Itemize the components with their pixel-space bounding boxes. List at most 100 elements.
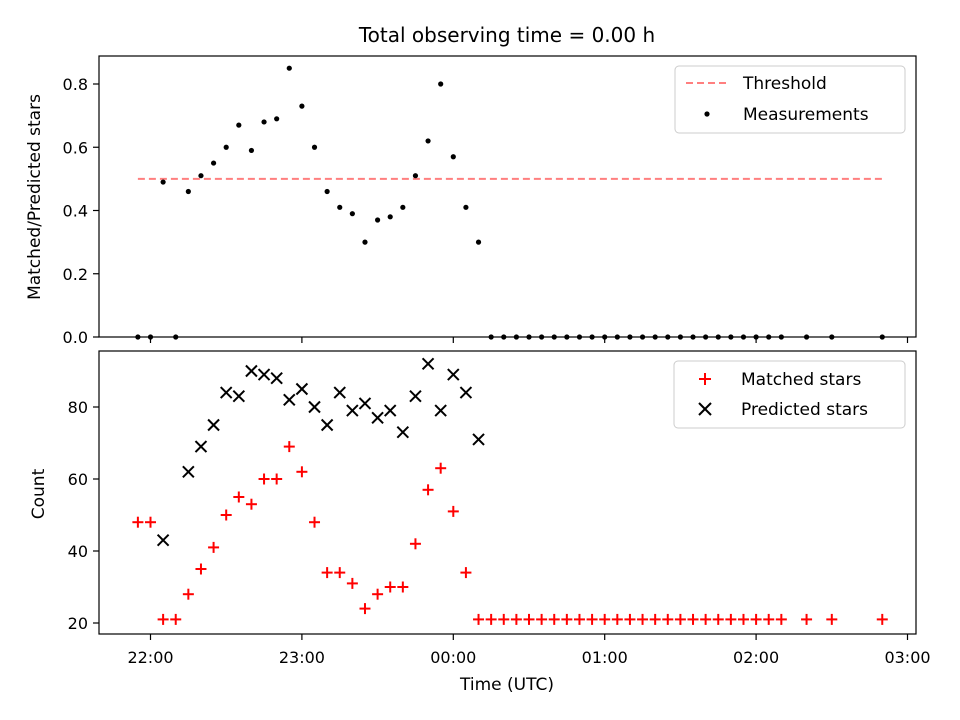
x-stroke — [447, 368, 460, 381]
predicted-star-point — [257, 368, 271, 381]
matched-star-point — [220, 509, 232, 521]
top-y-tick-label: 0.8 — [63, 75, 88, 94]
predicted-star-point — [156, 533, 170, 547]
x-stroke — [257, 368, 271, 381]
matched-star-point — [409, 538, 421, 550]
predicted-star-point — [270, 371, 283, 385]
measurement-point — [248, 147, 255, 154]
x-stroke — [421, 357, 435, 371]
predicted-star-point — [472, 433, 485, 446]
matched-star-point — [422, 484, 434, 496]
matched-star-point — [334, 567, 346, 579]
matched-star-point — [687, 613, 699, 625]
x-stroke — [156, 533, 170, 547]
matched-star-point — [737, 613, 749, 625]
x-stroke — [194, 440, 208, 453]
matched-star-point — [321, 567, 333, 579]
x-stroke — [245, 364, 258, 378]
top-y-axis-label: Matched/Predicted stars — [25, 94, 45, 300]
matched-star-point — [763, 613, 775, 625]
threshold-legend-label: Threshold — [742, 74, 827, 94]
top-legend: Threshold Measurements — [674, 65, 906, 134]
measurement-point — [450, 154, 456, 160]
matched-star-point — [775, 613, 787, 625]
measurement-point — [425, 138, 431, 144]
x-stroke — [270, 371, 283, 385]
predicted-stars-legend-label: Predicted stars — [741, 400, 868, 420]
measurement-point — [337, 204, 343, 210]
top-axis-ticks: 0.0 0.2 0.4 0.6 0.8 — [63, 75, 909, 347]
x-stroke — [396, 425, 410, 439]
measurements-legend-label: Measurements — [743, 105, 869, 125]
measurement-point — [223, 144, 229, 150]
matched-star-point — [208, 541, 220, 553]
bottom-plot-area — [132, 357, 888, 625]
measurement-point — [412, 173, 419, 179]
matched-star-point — [145, 516, 156, 528]
measurement-point — [236, 122, 242, 128]
x-stroke — [308, 400, 321, 414]
predicted-star-point — [219, 386, 233, 399]
predicted-star-point — [295, 382, 309, 396]
bottom-y-tick-label: 20 — [68, 614, 88, 633]
bottom-y-tick-label: 40 — [68, 542, 88, 561]
predicted-stars-legend-swatch — [698, 402, 712, 416]
predicted-star-point — [371, 411, 384, 425]
matched-star-point — [586, 613, 598, 625]
matched-star-point — [296, 466, 308, 478]
bottom-axis-ticks: 20 40 60 80 22:00 23:00 00:00 01:00 02:00 03:00 — [68, 398, 931, 667]
predicted-star-point — [459, 386, 473, 399]
bottom-legend-box — [673, 360, 906, 429]
measurement-point — [463, 204, 469, 210]
matched-star-point — [182, 588, 194, 600]
matched-star-point — [725, 613, 737, 625]
x-tick-label: 00:00 — [430, 648, 476, 667]
matched-star-point — [170, 613, 182, 625]
predicted-star-point — [232, 389, 246, 403]
matched-star-point — [561, 613, 573, 625]
matched-star-point — [624, 613, 636, 625]
x-tick-label: 22:00 — [127, 648, 173, 667]
measurement-point — [185, 188, 191, 195]
matched-star-point — [346, 577, 358, 589]
predicted-star-point — [346, 404, 359, 417]
matched-star-point — [536, 613, 548, 625]
matched-star-point — [548, 613, 560, 625]
matched-star-point — [826, 613, 838, 625]
matched-star-point — [750, 613, 762, 625]
matched-star-point — [611, 613, 623, 625]
measurement-point — [349, 211, 355, 217]
chart-title: Total observing time = 0.00 h — [358, 23, 655, 47]
measurement-point — [475, 239, 482, 245]
predicted-star-point — [207, 418, 220, 432]
measurement-point — [274, 116, 280, 122]
x-axis-label: Time (UTC) — [459, 675, 554, 695]
matched-star-point — [435, 462, 447, 474]
measurement-point — [160, 179, 166, 185]
x-stroke — [182, 465, 195, 479]
matched-star-point — [473, 613, 485, 625]
measurement-point — [400, 204, 406, 210]
bottom-y-axis-label: Count — [29, 468, 49, 519]
measurement-point — [324, 188, 330, 195]
matched-star-point — [510, 613, 522, 625]
measurement-point — [438, 81, 444, 87]
bottom-legend: Matched stars Predicted stars — [673, 360, 906, 429]
matched-star-point — [372, 588, 384, 600]
predicted-star-point — [434, 404, 447, 417]
matched-star-point — [460, 567, 472, 579]
matched-star-point — [195, 563, 207, 575]
x-stroke — [207, 418, 220, 432]
predicted-star-point — [384, 404, 397, 417]
predicted-star-point — [333, 386, 346, 399]
x-stroke — [472, 433, 485, 446]
bottom-y-tick-label: 60 — [68, 470, 88, 489]
matched-star-point — [233, 491, 245, 503]
predicted-star-point — [447, 368, 460, 381]
x-stroke — [358, 397, 372, 410]
matched-star-point — [662, 613, 674, 625]
matched-stars-legend-swatch — [699, 373, 711, 385]
x-stroke — [371, 411, 384, 425]
x-stroke — [409, 389, 422, 403]
matched-star-point — [283, 441, 295, 453]
